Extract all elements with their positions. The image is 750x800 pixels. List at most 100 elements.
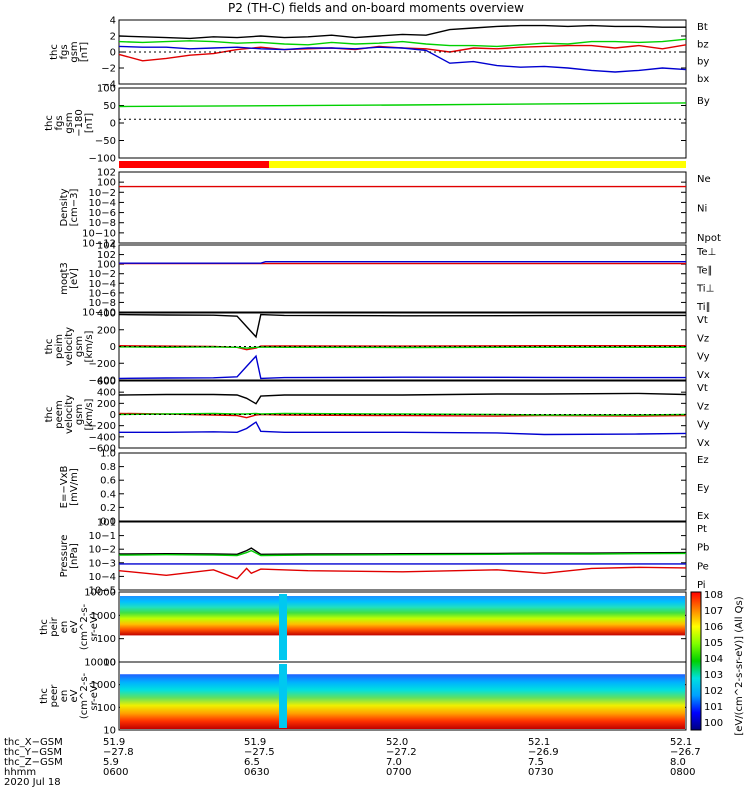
x-axis-tick-label: 0700: [386, 767, 412, 778]
y-tick-label: 100: [97, 260, 116, 271]
legend-Vz: Vz: [697, 401, 709, 412]
colorbar-tick: 101: [704, 702, 723, 713]
legend-Pt: Pt: [697, 524, 707, 535]
legend-Ex: Ex: [697, 511, 709, 522]
legend-Vy: Vy: [697, 352, 710, 363]
spectrogram: [120, 674, 685, 729]
spectrogram: [120, 596, 685, 636]
series-Pe: [118, 549, 687, 557]
chart-title: P2 (TH-C) fields and on-board moments ov…: [228, 1, 524, 15]
legend-Vt: Vt: [697, 383, 708, 394]
y-tick-label: −400: [89, 432, 116, 443]
y-tick-label: 10−2: [89, 545, 116, 556]
y-tick-label: 0.8: [100, 462, 116, 473]
y-tick-label: 400: [97, 388, 116, 399]
x-axis-tick-label: 0600: [103, 767, 129, 778]
panel-frame: [118, 521, 687, 591]
x-axis-tick-label: −27.5: [244, 747, 275, 758]
y-tick-label: 10000: [84, 658, 116, 669]
x-axis-tick-label: 52.1: [670, 737, 693, 748]
x-axis-tick-label: 51.9: [244, 737, 267, 748]
series-Ti⊥: [119, 261, 686, 264]
legend-Bt: Bt: [697, 22, 708, 33]
panel-frame: [118, 171, 687, 244]
y-tick-label: 2: [110, 32, 116, 43]
panel-8: 101 10−1 10−2 10−3 10−4 10−5 Pressure[nPa] Pt Pb…: [59, 518, 709, 597]
legend-Te∥: Te∥: [696, 265, 713, 276]
x-axis-tick-label: 52.0: [386, 737, 409, 748]
x-axis-row-label: thc_Z−GSM: [4, 757, 63, 768]
series-Vt: [118, 392, 687, 405]
spectrogram-spike: [279, 594, 287, 660]
y-tick-label: 10−4: [89, 279, 116, 290]
y-tick-label: 0.6: [100, 476, 116, 487]
x-axis-tick-label: 7.5: [528, 757, 544, 768]
y-tick-label: 10−6: [89, 288, 116, 299]
legend-Vz: Vz: [697, 333, 709, 344]
y-tick-label: −50: [95, 136, 116, 147]
legend-Ti⊥: Ti⊥: [696, 284, 714, 295]
series-Vy: [118, 346, 686, 349]
status-bar: [119, 161, 686, 168]
x-axis-tick-label: 52.1: [528, 737, 551, 748]
legend-Ni: Ni: [697, 204, 707, 215]
y-tick-label: 600: [97, 377, 116, 388]
y-tick-label: 200: [97, 399, 116, 410]
x-axis-tick-label: −27.2: [386, 747, 417, 758]
y-tick-label: 10000: [84, 588, 116, 599]
y-tick-label: 0: [110, 119, 116, 130]
panel-1: 4 2 0 −2 −4 thcfgsgsm[nT] Bt bz by bx: [49, 16, 709, 91]
x-axis-tick-label: −26.9: [528, 747, 559, 758]
y-tick-label: −4: [101, 80, 116, 91]
y-tick-label: 10−12: [82, 239, 116, 250]
y-tick-label: 0: [110, 48, 116, 59]
legend-bz: bz: [697, 39, 709, 50]
legend-Ne: Ne: [697, 174, 711, 185]
y-axis-label: thcpeireneV(cm^2-s-sr-eV): [39, 603, 100, 650]
y-tick-label: 200: [97, 325, 116, 336]
y-tick-label: 50: [103, 101, 116, 112]
series-bz: [118, 44, 687, 62]
colorbar-label: [eV/(cm^2-s-sr-eV)] (All Qs): [734, 596, 745, 735]
x-axis-tick-label: 0630: [244, 767, 270, 778]
legend-Te⊥: Te⊥: [696, 247, 716, 258]
x-axis-tick-label: 7.0: [386, 757, 402, 768]
panel-frame: [118, 244, 687, 313]
status-red: [119, 161, 269, 168]
y-tick-label: 10−3: [89, 558, 116, 569]
colorbar-tick: 103: [704, 670, 723, 681]
x-axis-tick-label: 5.9: [103, 757, 119, 768]
y-tick-label: −2: [101, 64, 116, 75]
y-tick-label: 0: [110, 342, 116, 353]
series-Pt: [118, 547, 687, 556]
y-tick-label: 10: [103, 726, 116, 737]
y-tick-label: 10−2: [89, 269, 116, 280]
y-tick-label: 10−8: [89, 218, 116, 229]
series-Bt: [118, 24, 686, 40]
y-tick-label: 10−4: [89, 198, 116, 209]
legend-Pe: Pe: [697, 561, 709, 572]
series-By: [118, 102, 687, 108]
colorbar-tick: 106: [704, 622, 723, 633]
legend-Pi: Pi: [697, 580, 706, 591]
legend-Ey: Ey: [697, 483, 709, 494]
x-axis-tick-label: 0730: [528, 767, 554, 778]
y-axis-label: Density[cm−3]: [59, 188, 80, 226]
panel-7: 1.0 0.8 0.6 0.4 0.2 0.0 E=−VxB[mV/m] Ez Ey Ex: [59, 449, 709, 528]
y-tick-label: 10: [103, 658, 116, 669]
series-Pb: [118, 566, 687, 580]
y-tick-label: 10−5: [89, 586, 116, 597]
panel-frame: [118, 661, 687, 731]
x-axis-tick-label: −26.7: [670, 747, 701, 758]
x-axis-tick-label: 8.0: [670, 757, 686, 768]
y-tick-label: 10−10: [82, 308, 116, 319]
spectrogram-spike: [279, 664, 287, 728]
colorbar-tick: 107: [704, 606, 723, 617]
colorbar: 108 107 106 105 104 103 102 101 100 [eV/(cm^2-s-s…: [690, 590, 745, 736]
panel-5: 400 200 0 −200 −400 thcpeimvelocitygsm[km/s] V…: [44, 309, 710, 387]
y-tick-label: 100: [97, 634, 116, 645]
